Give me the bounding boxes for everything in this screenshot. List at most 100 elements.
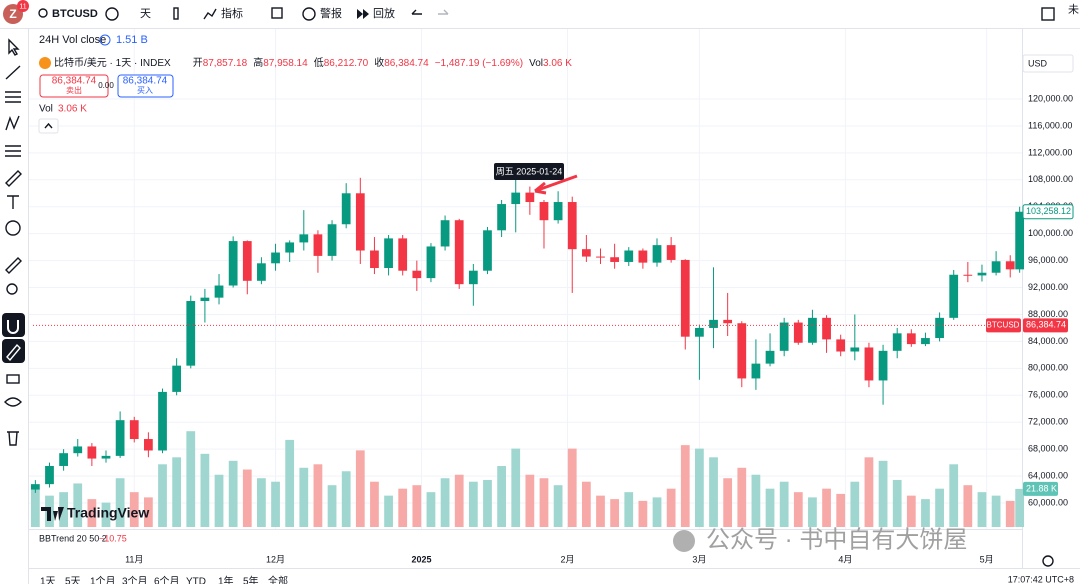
candle-body (567, 202, 577, 250)
range-button[interactable]: 1个月 (90, 576, 116, 584)
range-button[interactable]: 6个月 (154, 576, 180, 584)
volume-bar (412, 485, 422, 527)
volume-bar (666, 488, 676, 527)
fullscreen[interactable] (1041, 7, 1055, 21)
candle-body (751, 363, 761, 379)
candle-body (483, 230, 492, 271)
alert-icon[interactable] (302, 7, 316, 21)
candle-body (101, 455, 111, 459)
settings-icon[interactable] (1042, 555, 1054, 567)
symbol-name: 比特币/美元 · 1天 · INDEX (54, 56, 171, 69)
candle-body (695, 327, 704, 337)
volume-bar (850, 481, 860, 527)
volume-bar (242, 469, 252, 527)
volume-bar (115, 478, 125, 527)
range-button[interactable]: 3个月 (122, 576, 148, 584)
left-toolbar (2, 29, 29, 584)
volume-bar (977, 492, 987, 527)
x-tick-label: 4月 (838, 554, 852, 564)
volume-bar (822, 488, 831, 527)
range-button[interactable]: 1年 (218, 575, 234, 584)
indicator-icon[interactable] (203, 8, 217, 20)
y-tick-label: 68,000.00 (1028, 444, 1068, 454)
magnet-tool[interactable] (2, 313, 25, 337)
currency: USD (1028, 58, 1048, 68)
line-tool[interactable] (5, 65, 21, 80)
volume-bar (299, 467, 309, 527)
collapse-button[interactable] (38, 118, 59, 134)
sell-button[interactable] (39, 74, 109, 98)
text-tool[interactable] (7, 195, 19, 209)
vol-value: 3.06 K (543, 58, 572, 69)
candle-body (384, 238, 393, 269)
candle-body (355, 193, 365, 251)
candle-body (822, 317, 831, 340)
cursor-tool[interactable] (8, 38, 20, 56)
volume-bar (680, 445, 690, 527)
replay-icon[interactable] (357, 9, 369, 19)
undo[interactable] (411, 9, 422, 15)
candle-body (921, 338, 930, 345)
candle-body (440, 220, 450, 247)
volume-bar (525, 474, 535, 527)
buy-button[interactable] (117, 74, 174, 98)
interval[interactable]: 天 (140, 8, 151, 20)
range-button[interactable]: 全部 (268, 575, 288, 584)
y-tick-label: 76,000.00 (1028, 390, 1068, 400)
candle-icon[interactable] (173, 7, 179, 20)
symbol-tag-text: BTCUSD (987, 320, 1020, 329)
add-icon[interactable] (105, 7, 119, 21)
lock-drawing[interactable] (2, 339, 25, 363)
y-tick-label: 116,000.00 (1028, 120, 1072, 130)
candle-body (186, 301, 196, 366)
volume-bar (864, 457, 874, 527)
candle-body (285, 242, 295, 253)
candle-body (977, 272, 987, 276)
volume-bar (497, 466, 506, 527)
currency-box[interactable] (1022, 54, 1074, 73)
volume-bar (1015, 488, 1025, 527)
emoji-tool[interactable] (5, 220, 21, 236)
replay[interactable]: 回放 (373, 6, 395, 20)
volume-bar (892, 479, 902, 527)
vol24-label: 24H Vol close (39, 34, 106, 46)
lock-tool[interactable] (6, 374, 20, 384)
layout-icon[interactable] (271, 7, 283, 19)
eye-tool[interactable] (4, 397, 22, 407)
watermark: 公众号 · 书中自有大饼屋 (706, 526, 967, 553)
candle-body (370, 250, 379, 269)
candle-body (59, 453, 68, 466)
range-button[interactable]: 1天 (40, 577, 56, 584)
search-icon[interactable] (38, 8, 48, 18)
range-button[interactable]: 5年 (243, 575, 259, 584)
range-button[interactable]: YTD (186, 577, 206, 584)
x-tick-label: 2025 (412, 554, 432, 564)
logo-mark (41, 507, 64, 521)
overlays: TradingView BBTrend 20 50 2 −10.75 公众号 ·… (29, 505, 1080, 584)
trash-tool[interactable] (7, 431, 19, 446)
volume-bar (214, 474, 224, 527)
prediction-tool[interactable] (5, 145, 21, 157)
volume-tag-text: 21.88 K (1026, 483, 1057, 493)
buy-price: 86,384.74 (123, 76, 168, 87)
candle-body (341, 193, 351, 225)
pattern-tool[interactable] (5, 115, 20, 131)
candle-body (214, 285, 224, 298)
ruler-tool[interactable] (5, 257, 22, 274)
range-button[interactable]: 5天 (65, 577, 81, 584)
indicators[interactable]: 指标 (221, 6, 243, 20)
symbol[interactable]: BTCUSD (52, 8, 98, 20)
candle-body (398, 238, 408, 271)
fib-tool[interactable] (5, 91, 21, 103)
top-toolbar: Z 11 BTCUSD 天 指标 警报 回放 未 (0, 0, 1080, 29)
volume-bar (384, 495, 393, 527)
candle-body (45, 465, 54, 485)
volume-bar (186, 431, 196, 527)
candle-body (271, 252, 280, 264)
candle-body (864, 347, 874, 381)
candle-body (468, 270, 478, 285)
alert[interactable]: 警报 (320, 6, 342, 20)
redo[interactable] (438, 9, 449, 15)
brush-tool[interactable] (5, 170, 22, 187)
zoom-tool[interactable] (6, 283, 18, 295)
